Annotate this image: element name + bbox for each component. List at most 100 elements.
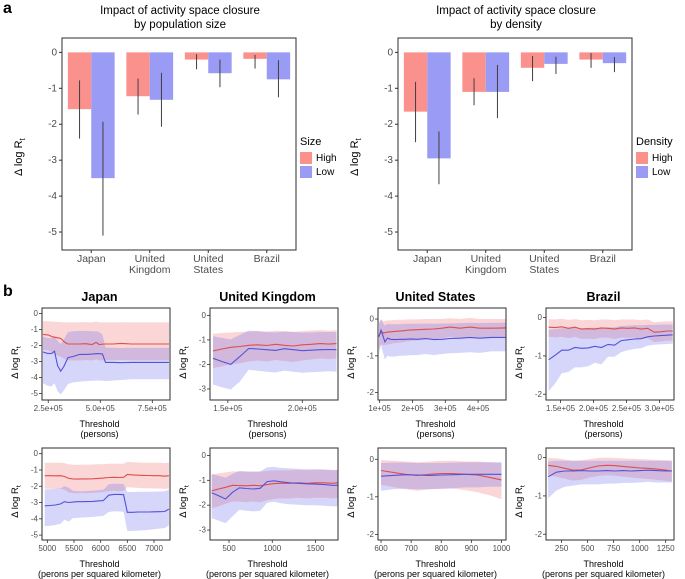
y-axis-label-text: Δ log Rt	[10, 485, 23, 518]
y-tick-label: 0	[202, 451, 207, 460]
chart-body: Δ log Rt 0 -1 -2 1e+05 2e+05 3e+05 4e+05	[346, 305, 512, 419]
high-swatch	[300, 152, 312, 164]
category-label: States	[529, 264, 559, 276]
x-tick-label: 6000	[92, 544, 110, 553]
y-axis-label: Δ log Rt	[346, 305, 359, 419]
y-tick-label: 0	[34, 309, 39, 318]
ribbon-low	[44, 483, 169, 531]
y-tick-label: -3	[48, 155, 57, 166]
y-axis-label-text: Δ log Rt	[346, 345, 359, 379]
y-tick-label: -2	[199, 500, 207, 509]
x-tick-label: 2.0e+05	[288, 404, 318, 413]
x-axis-label: Threshold (perons per squared kilometer)	[346, 559, 512, 579]
category-label: Japan	[77, 253, 106, 265]
x-tick-label: 3e+05	[434, 404, 457, 413]
legend-size: Size High Low	[300, 34, 348, 280]
x-axis-label: Threshold (persons)	[10, 419, 176, 440]
x-tick-label: 4e+05	[467, 404, 490, 413]
line-high	[380, 469, 502, 481]
x-tick-label: 7000	[145, 544, 163, 553]
line-chart-svg: 0 -1 -2 -3 500 1000 1500	[199, 447, 339, 553]
x-axis-label-line: (persons)	[80, 429, 119, 440]
chart-title-line1: Impact of activity space closure	[100, 5, 260, 17]
y-axis-label-text: Δ log Rt	[346, 485, 359, 518]
category-label: United	[471, 253, 502, 265]
x-tick-label: 2.5e+05	[34, 404, 64, 413]
low-swatch	[636, 166, 648, 178]
line-chart-cell: Δ log Rt 0 -1 -2 -3 500 1000 1500 Threshold (pero…	[178, 445, 344, 579]
line-high	[211, 481, 338, 492]
chart-body: Δ log Rt 0 -1 -2 -3 -4 -5 Japan United Kingdom Un…	[348, 34, 684, 280]
chart-body: Δ log Rt 0 -1 -2 -3 -4 -5 2.5e+05 5.0e+05 7.5e+05	[10, 305, 176, 419]
x-axis-label: Threshold (persons)	[346, 419, 512, 440]
y-tick-label: 0	[51, 47, 57, 58]
chart-title: United States	[395, 290, 476, 304]
y-tick-label: -3	[199, 525, 207, 534]
category-label: United	[193, 253, 224, 265]
y-tick-label: -3	[199, 384, 207, 393]
x-axis-label-line: (perons per squared kilometer)	[373, 569, 498, 579]
y-axis-label-text: Δ log Rt	[178, 485, 191, 518]
category-label: Kingdom	[465, 264, 507, 276]
bar-low	[91, 52, 115, 179]
panel-border	[61, 37, 297, 251]
y-tick-label: -1	[367, 492, 375, 501]
x-axis-label-line: (persons)	[584, 429, 623, 440]
legend-item-low: Low	[300, 166, 348, 178]
x-axis-label-line: Threshold	[247, 419, 288, 429]
x-tick-label: 6500	[118, 544, 136, 553]
category-label: Brazil	[590, 253, 616, 265]
x-axis-label: Threshold (persons)	[514, 419, 680, 440]
category-label: Kingdom	[129, 264, 171, 276]
chart-body: Δ log Rt 0 -1 -2 250 500 750 1000 1250	[514, 445, 680, 559]
y-tick-label: -2	[31, 481, 39, 490]
y-axis-label-text: Δ log Rt	[514, 345, 527, 379]
y-tick-label: -2	[367, 530, 375, 539]
line-chart-svg: 0 -1 -2 -3 1.5e+05 2.0e+05	[199, 307, 339, 413]
y-axis-label: Δ log Rt	[514, 445, 527, 559]
ribbon-high	[381, 459, 502, 499]
y-axis-label: Δ log Rt	[10, 305, 23, 419]
y-axis-label: Δ log Rt	[348, 138, 364, 176]
category-label: United	[135, 253, 166, 265]
panel-b: Japan Δ log Rt 0 -1 -2 -3 -4 -5 2.5e+05 5.0e+05 7.…	[10, 290, 680, 579]
line-chart-svg: 0 -1 -21.5e+05 2.0e+05 2.5e+05 3.0e+05	[535, 307, 675, 413]
line-high	[548, 326, 673, 333]
ribbon-high	[548, 457, 672, 482]
line-chart-cell: Brazil Δ log Rt 0 -1 -2 1.5e+05 2.0e+05 2.5e+05…	[514, 290, 680, 440]
x-tick-label: 1e+05	[368, 404, 391, 413]
x-tick-label: 1000	[631, 544, 649, 553]
line-chart-cell: United States Δ log Rt 0 -1 -2 1e+05 2e+05 3e+0…	[346, 290, 512, 440]
panel-border	[377, 307, 507, 401]
y-axis-label: Δ log Rt	[10, 445, 23, 559]
y-tick-label: -5	[48, 227, 57, 238]
legend-label: Low	[316, 166, 335, 178]
panel-border	[209, 447, 339, 541]
line-high	[212, 343, 337, 352]
x-tick-label: 3.0e+05	[645, 404, 675, 413]
y-tick-label: -1	[199, 476, 207, 485]
y-axis-label-text: Δ log Rt	[10, 345, 23, 379]
y-axis-label-sub: t	[351, 485, 359, 488]
line-chart-cell: Δ log Rt 0 -1 -2 600 700 800 900 1000 Threshold (p…	[346, 445, 512, 579]
y-axis-label: Δ log Rt	[12, 138, 28, 176]
ribbon-low	[548, 324, 673, 392]
x-tick-label: 1.5e+05	[213, 404, 243, 413]
x-axis-label-line: Threshold	[79, 419, 120, 429]
bar-high	[126, 52, 150, 97]
x-tick-label: 700	[404, 544, 418, 553]
x-tick-label: 500	[222, 544, 236, 553]
y-axis-label-sub: t	[183, 345, 191, 348]
legend-item-high: High	[300, 152, 348, 164]
ribbon-high	[43, 321, 169, 361]
line-low	[378, 328, 506, 344]
category-label: Japan	[413, 253, 442, 265]
x-tick-label: 5500	[65, 544, 83, 553]
chart-title: Brazil	[586, 290, 621, 304]
ribbon-high	[548, 318, 673, 343]
line-chart-svg: 0 -1 -2 250 500 750 1000 1250	[535, 447, 675, 553]
x-tick-label: 5000	[38, 544, 56, 553]
category-label: Brazil	[254, 253, 280, 265]
